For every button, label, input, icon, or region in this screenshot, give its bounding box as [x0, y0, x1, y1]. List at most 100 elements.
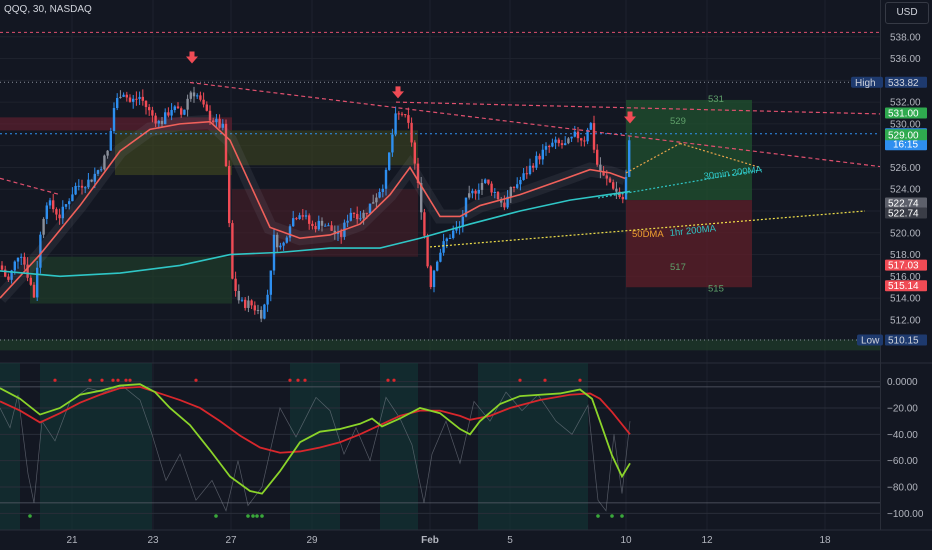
- candle-body: [375, 197, 378, 203]
- price-tick-label: 514.00: [890, 294, 921, 305]
- candle-body: [532, 165, 535, 168]
- candle-body: [586, 129, 589, 142]
- price-tag: [885, 334, 927, 346]
- candle: [384, 167, 388, 196]
- sell-arrow-icon: [186, 51, 198, 64]
- candle: [221, 119, 224, 131]
- candle-body: [132, 98, 135, 102]
- oscillator-pane: [0, 363, 880, 530]
- candle: [7, 273, 10, 282]
- candle: [436, 260, 439, 272]
- candle-body: [13, 261, 16, 271]
- candle: [612, 179, 615, 191]
- candle-body: [608, 178, 612, 183]
- candle-body: [285, 237, 288, 243]
- candle-body: [525, 173, 528, 175]
- candle-body: [484, 179, 487, 183]
- time-tick-label: 12: [701, 535, 713, 546]
- candle-body: [599, 164, 602, 172]
- candle: [596, 144, 599, 167]
- currency-button[interactable]: USD: [885, 2, 929, 24]
- candle: [295, 217, 298, 221]
- candle: [250, 299, 253, 310]
- price-tag: [885, 197, 927, 209]
- candle-body: [48, 200, 52, 206]
- oscillator-top-marker: [303, 378, 307, 382]
- candle-body: [448, 237, 452, 239]
- candle: [490, 181, 493, 196]
- candle-body: [311, 223, 314, 226]
- candle: [160, 117, 164, 127]
- candle-body: [522, 173, 525, 180]
- candle-body: [359, 218, 362, 220]
- candle-body: [372, 202, 375, 204]
- candle: [80, 179, 84, 195]
- candle: [84, 186, 87, 194]
- candle-body: [144, 100, 148, 108]
- candle: [128, 94, 132, 103]
- candle: [400, 111, 404, 117]
- candle: [16, 257, 20, 269]
- candle-body: [439, 252, 442, 262]
- candle: [509, 186, 512, 203]
- candle: [52, 193, 55, 213]
- candle-body: [528, 165, 532, 174]
- candle-body: [628, 140, 631, 177]
- price-tag-label-bg: [857, 334, 883, 346]
- candle-body: [391, 134, 394, 153]
- candle: [39, 231, 42, 274]
- candle-body: [218, 118, 221, 128]
- candle-body: [496, 192, 500, 200]
- oscillator-bottom-marker: [255, 514, 259, 518]
- candle: [346, 214, 349, 228]
- candle-body: [624, 176, 628, 200]
- oscillator-region: [290, 363, 340, 530]
- time-tick-label: 21: [66, 535, 78, 546]
- candle: [416, 157, 420, 189]
- candle: [352, 212, 356, 218]
- candle-body: [554, 139, 557, 143]
- candle-body: [157, 121, 160, 124]
- candle: [362, 209, 365, 225]
- time-tick-label: 10: [620, 535, 632, 546]
- candle: [541, 144, 544, 165]
- candle: [144, 100, 148, 115]
- candle-body: [282, 242, 285, 246]
- candle: [32, 282, 36, 298]
- candle: [512, 186, 516, 193]
- candle-body: [90, 179, 93, 182]
- candle-body: [215, 118, 218, 123]
- candle-body: [596, 149, 599, 165]
- oscillator-bottom-marker: [610, 514, 614, 518]
- candle-body: [122, 94, 125, 97]
- price-tag-value: 517.03: [888, 261, 919, 272]
- candle: [247, 295, 250, 313]
- candle-body: [615, 188, 618, 192]
- candle-body: [269, 270, 272, 295]
- candle: [442, 233, 445, 256]
- candle-body: [231, 223, 234, 279]
- candle-body: [429, 266, 432, 288]
- left-trend-line: [0, 177, 61, 196]
- candle-body: [80, 185, 84, 188]
- oscillator-tick-label: −20.00: [887, 403, 918, 414]
- chart-annotation: 515: [708, 284, 724, 295]
- candle-body: [602, 171, 605, 176]
- candle-body: [400, 113, 404, 115]
- candle-body: [493, 192, 496, 194]
- candle-body: [378, 191, 381, 198]
- candle: [320, 217, 324, 232]
- candle: [90, 179, 93, 183]
- candles: [0, 86, 631, 323]
- candle: [471, 188, 474, 199]
- candle: [372, 194, 375, 204]
- candle-body: [509, 187, 512, 197]
- candle: [42, 217, 45, 239]
- candle: [20, 253, 23, 266]
- candle: [212, 117, 215, 125]
- candle-body: [519, 179, 522, 185]
- candle: [64, 203, 68, 210]
- candle: [205, 101, 208, 112]
- price-tag-value: 522.74: [888, 208, 919, 219]
